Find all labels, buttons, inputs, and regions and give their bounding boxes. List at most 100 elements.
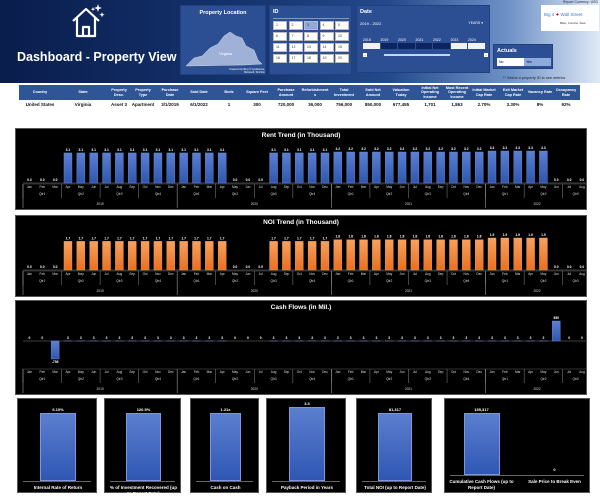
id-option-13[interactable]: 13	[304, 43, 318, 52]
kpi-bar	[378, 413, 412, 481]
month-tick-label: May	[78, 272, 84, 276]
id-option-5[interactable]: 5	[335, 21, 349, 30]
data-label: 3	[183, 336, 185, 340]
data-label: 3.3	[503, 146, 508, 150]
id-option-10[interactable]: 10	[335, 32, 349, 41]
timeline-year-2020[interactable]	[398, 43, 416, 49]
timeline-year-2019[interactable]	[381, 43, 399, 49]
id-option-20[interactable]: 20	[335, 54, 349, 63]
table-cell: Virginia	[66, 102, 101, 107]
data-label: 3.2	[400, 147, 405, 151]
id-option-4[interactable]: 4	[320, 21, 334, 30]
actuals-option-no[interactable]: No	[497, 58, 524, 66]
data-label: 0.0	[233, 178, 238, 182]
data-label: 3.1	[143, 148, 148, 152]
bar	[167, 241, 175, 270]
quarter-tick-label: Qtr4	[463, 192, 469, 196]
month-tick-label: Sep	[284, 272, 290, 276]
quarter-tick-label: Qtr1	[39, 279, 45, 283]
data-label: 0.0	[40, 265, 45, 269]
month-tick-label: Jan	[335, 272, 340, 276]
bar	[488, 238, 496, 270]
month-tick-label: Jun	[91, 370, 96, 374]
month-tick-label: Jul	[567, 272, 571, 276]
quarter-tick-label: Qtr2	[78, 377, 84, 381]
data-label: 3.1	[194, 148, 199, 152]
year-tick-label: 2019	[97, 289, 104, 293]
bar	[103, 241, 111, 270]
kpi-bar	[126, 413, 161, 481]
month-tick-label: Feb	[502, 272, 508, 276]
data-label: 1.9	[503, 233, 508, 237]
data-label: 3.1	[168, 148, 173, 152]
house-icon	[68, 2, 106, 40]
data-label: 0	[29, 336, 31, 340]
data-label: 3	[375, 336, 377, 340]
kpi-bar	[289, 407, 325, 481]
month-tick-label: Aug	[117, 370, 123, 374]
property-location-map[interactable]: Property Location Virginia Powered by Bi…	[180, 5, 266, 75]
timeline-year-2023[interactable]	[451, 43, 469, 49]
bar	[462, 152, 470, 183]
year-tick-label: 2021	[405, 202, 412, 206]
timeline-year-2018[interactable]	[363, 43, 381, 49]
timeline-year-2022[interactable]	[433, 43, 451, 49]
month-tick-label: Feb	[40, 272, 46, 276]
kpi-bar	[210, 413, 241, 481]
quarter-tick-label: Qtr3	[270, 377, 276, 381]
id-option-7[interactable]: 7	[289, 32, 303, 41]
id-option-12[interactable]: 12	[289, 43, 303, 52]
id-option-9[interactable]: 9	[320, 32, 334, 41]
month-tick-label: Oct	[143, 370, 148, 374]
id-option-3[interactable]: 3	[304, 21, 318, 30]
id-option-2[interactable]: 2	[289, 21, 303, 30]
kpi-label: Cumulative Cash Flows (up to Report Date…	[449, 479, 514, 491]
actuals-option-yes[interactable]: Yes	[524, 58, 551, 66]
data-label: 3	[144, 336, 146, 340]
year-tick-label: 2019	[97, 387, 104, 391]
scroll-left-button[interactable]: ‹	[363, 53, 367, 57]
kpi-value: 155,317	[462, 407, 502, 412]
table-cell: 300	[244, 102, 271, 107]
month-tick-label: May	[540, 185, 546, 189]
month-tick-label: Jan	[27, 185, 32, 189]
month-tick-label: Nov	[155, 272, 161, 276]
month-tick-label: Dec	[476, 370, 482, 374]
granularity-dropdown[interactable]: YEARS ▾	[468, 21, 483, 25]
timeline-year-2021[interactable]	[416, 43, 434, 49]
data-label: 1.8	[425, 235, 430, 239]
id-option-19[interactable]: 19	[320, 54, 334, 63]
data-label: 3	[543, 336, 545, 340]
data-label: 3.1	[323, 148, 328, 152]
id-option-6[interactable]: 6	[273, 32, 287, 41]
kpi-baseline	[362, 481, 426, 482]
month-tick-label: Feb	[40, 370, 46, 374]
month-tick-label: Jun	[400, 185, 405, 189]
timeline-scrollbar[interactable]	[384, 54, 450, 56]
timeline-year-2024[interactable]	[468, 43, 486, 49]
id-option-14[interactable]: 14	[320, 43, 334, 52]
id-option-15[interactable]: 15	[335, 43, 349, 52]
id-option-11[interactable]: 11	[273, 43, 287, 52]
quarter-tick-label: Qtr3	[425, 192, 431, 196]
data-label: 3	[491, 336, 493, 340]
id-option-1[interactable]: 1	[273, 21, 287, 30]
id-option-16[interactable]: 16	[273, 54, 287, 63]
month-tick-label: Apr	[528, 272, 534, 276]
data-label: 3.1	[310, 148, 315, 152]
kpi-label: Total NOI (up to Report Date)	[361, 485, 429, 491]
month-tick-label: Feb	[194, 272, 200, 276]
data-label: 3.1	[79, 148, 84, 152]
id-option-8[interactable]: 8	[304, 32, 318, 41]
data-label: 3	[170, 336, 172, 340]
data-label: 3.1	[207, 148, 212, 152]
id-option-18[interactable]: 18	[304, 54, 318, 63]
column-header: Initial Market Cap Rate	[471, 85, 497, 100]
id-option-17[interactable]: 17	[289, 54, 303, 63]
scroll-right-button[interactable]: ›	[484, 53, 488, 57]
month-tick-label: Jan	[489, 185, 494, 189]
column-header: Occupancy Rate	[554, 85, 579, 100]
